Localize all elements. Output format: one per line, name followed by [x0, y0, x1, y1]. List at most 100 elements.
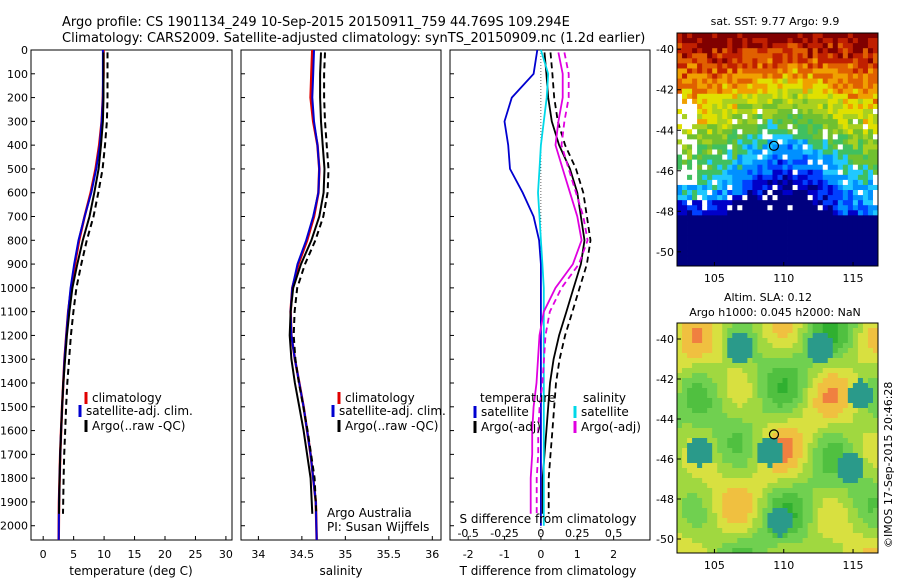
- map-cell: [697, 114, 703, 120]
- map-cell: [742, 383, 748, 389]
- map-cell: [742, 174, 748, 181]
- map-cell: [872, 323, 879, 329]
- map-cell: [812, 498, 819, 504]
- map-cell: [817, 134, 824, 140]
- map-cell: [822, 73, 829, 79]
- map-cell: [837, 195, 844, 201]
- map-cell: [827, 98, 834, 105]
- map-cell: [707, 169, 713, 176]
- map-cell: [812, 235, 819, 242]
- map-cell: [837, 73, 844, 79]
- map-cell: [692, 53, 698, 59]
- map-cell: [727, 428, 733, 434]
- map-cell: [832, 108, 839, 115]
- map-cell: [692, 164, 698, 171]
- map-cell: [832, 508, 839, 514]
- map-cell: [782, 348, 788, 354]
- map-cell: [742, 205, 748, 211]
- map-cell: [822, 225, 829, 231]
- map-cell: [712, 119, 718, 125]
- map-cell: [807, 260, 814, 267]
- map-cell: [777, 443, 783, 449]
- map-cell: [682, 393, 688, 399]
- map-cell: [802, 154, 809, 161]
- map-cell: [817, 48, 824, 54]
- map-cell: [752, 368, 758, 374]
- map-cell: [782, 403, 788, 409]
- map-cell: [802, 453, 809, 459]
- map-cell: [742, 220, 748, 226]
- map-cell: [682, 139, 688, 145]
- map-cell: [787, 190, 793, 196]
- map-cell: [712, 124, 718, 130]
- map-cell: [817, 38, 824, 44]
- map-cell: [707, 195, 713, 201]
- map-cell: [842, 174, 849, 181]
- map-cell: [837, 323, 844, 329]
- map-cell: [717, 338, 723, 344]
- map-cell: [832, 73, 839, 79]
- map-cell: [762, 179, 768, 186]
- map-cell: [732, 478, 738, 484]
- map-cell: [777, 240, 783, 247]
- map-cell: [797, 124, 804, 130]
- map-cell: [827, 363, 834, 369]
- map-cell: [837, 503, 844, 509]
- map-cell: [867, 103, 874, 110]
- map-cell: [772, 473, 778, 479]
- map-cell: [767, 119, 773, 125]
- map-cell: [787, 388, 793, 394]
- map-cell: [692, 83, 698, 90]
- map-cell: [822, 250, 829, 257]
- map-cell: [807, 139, 814, 145]
- map-cell: [837, 428, 844, 434]
- map-cell: [722, 78, 728, 85]
- map-cell: [732, 398, 738, 404]
- map-cell: [682, 333, 688, 339]
- map-cell: [682, 523, 688, 529]
- map-cell: [862, 68, 869, 74]
- map-cell: [852, 518, 859, 524]
- map-cell: [867, 174, 874, 181]
- map-cell: [722, 114, 728, 120]
- map-cell: [817, 368, 824, 374]
- map-cell: [702, 63, 708, 69]
- map-cell: [832, 458, 839, 464]
- map-cell: [777, 403, 783, 409]
- map-cell: [812, 220, 819, 226]
- map-cell: [752, 240, 758, 247]
- map-cell: [812, 200, 819, 206]
- map-cell: [822, 393, 829, 399]
- map-cell: [847, 220, 854, 226]
- map-cell: [817, 215, 824, 221]
- map-cell: [872, 124, 879, 130]
- map-cell: [802, 53, 809, 59]
- map-cell: [702, 433, 708, 439]
- x-tick-label: 15: [128, 548, 142, 561]
- map-cell: [737, 463, 743, 469]
- map-cell: [807, 190, 814, 196]
- map-cell: [737, 473, 743, 479]
- map-cell: [812, 448, 819, 454]
- map-cell: [802, 78, 809, 85]
- map-cell: [852, 513, 859, 519]
- map-cell: [807, 53, 814, 59]
- map-cell: [857, 124, 864, 130]
- map-cell: [767, 33, 773, 39]
- map-cell: [782, 38, 788, 44]
- y-tick-label: 800: [7, 234, 28, 247]
- map-cell: [702, 245, 708, 252]
- x-tick-label: 36: [425, 548, 439, 561]
- map-cell: [697, 108, 703, 115]
- map-cell: [837, 488, 844, 494]
- map-cell: [852, 164, 859, 171]
- map-cell: [802, 523, 809, 529]
- map-cell: [742, 119, 748, 125]
- map-cell: [777, 368, 783, 374]
- map-cell: [797, 428, 804, 434]
- map-cell: [702, 164, 708, 171]
- map-cell: [692, 250, 698, 257]
- map-cell: [772, 488, 778, 494]
- map-cell: [737, 48, 743, 54]
- map-cell: [717, 210, 723, 216]
